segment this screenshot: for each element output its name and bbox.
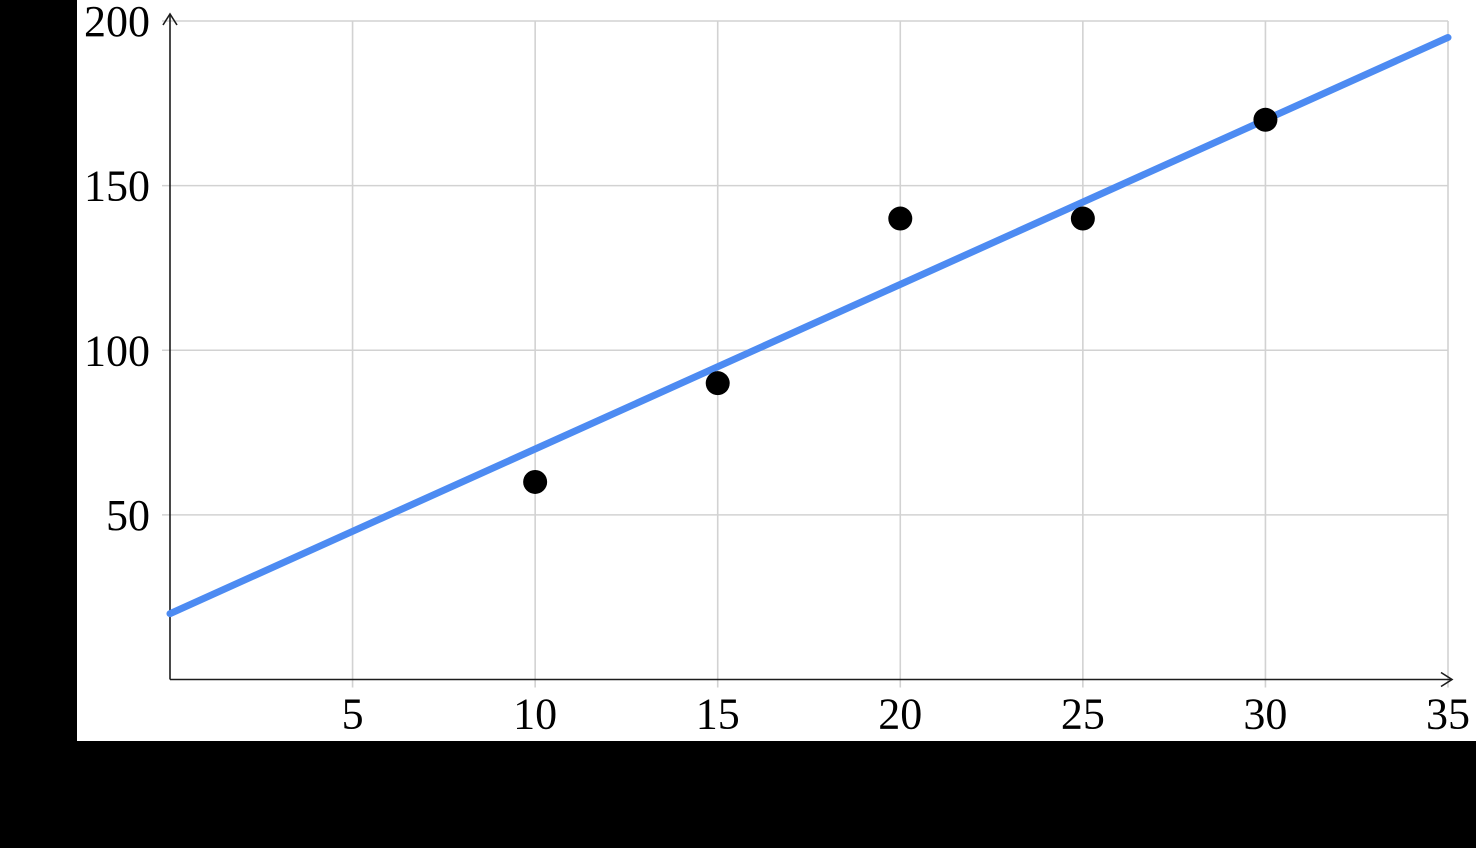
x-tick-label: 25 [1061, 690, 1105, 739]
data-point [1070, 206, 1095, 231]
y-tick-label: 150 [84, 162, 150, 211]
x-tick-label: 15 [696, 690, 740, 739]
data-point [1253, 107, 1278, 132]
x-tick-label: 35 [1426, 690, 1470, 739]
data-point [523, 469, 548, 494]
data-point [888, 206, 913, 231]
data-point [705, 371, 730, 396]
x-tick-label: 20 [878, 690, 922, 739]
y-tick-label: 50 [106, 491, 150, 540]
x-tick-label: 5 [342, 690, 364, 739]
x-tick-label: 30 [1243, 690, 1287, 739]
plot-panel [77, 0, 1476, 741]
x-tick-label: 10 [513, 690, 557, 739]
y-axis-arrow-icon [162, 12, 178, 26]
y-tick-label: 100 [84, 326, 150, 375]
trend-line [166, 33, 1452, 618]
y-tick-label: 200 [84, 0, 150, 46]
x-axis-arrow-icon [1440, 671, 1454, 688]
